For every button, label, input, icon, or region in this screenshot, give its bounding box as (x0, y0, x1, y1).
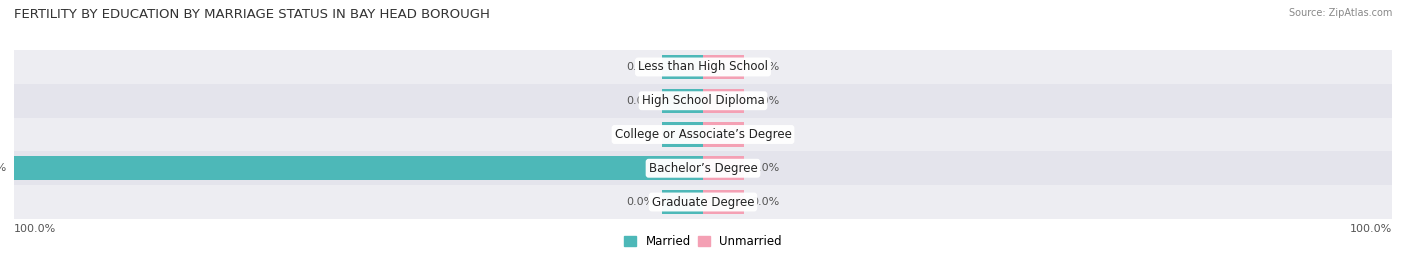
Text: 0.0%: 0.0% (627, 129, 655, 140)
Bar (662, 89, 703, 113)
Bar (14, 185, 1392, 219)
Bar (14, 50, 1392, 84)
Text: 0.0%: 0.0% (751, 163, 779, 173)
Bar (14, 151, 1392, 185)
Text: 0.0%: 0.0% (751, 96, 779, 106)
Legend: Married, Unmarried: Married, Unmarried (620, 230, 786, 253)
Text: 100.0%: 100.0% (0, 163, 7, 173)
Text: High School Diploma: High School Diploma (641, 94, 765, 107)
Text: 0.0%: 0.0% (751, 62, 779, 72)
Bar (703, 190, 744, 214)
Bar (14, 84, 1392, 118)
Text: Bachelor’s Degree: Bachelor’s Degree (648, 162, 758, 175)
Bar (662, 122, 703, 147)
Text: 0.0%: 0.0% (627, 62, 655, 72)
Text: 0.0%: 0.0% (627, 96, 655, 106)
Bar (14, 156, 703, 180)
Text: FERTILITY BY EDUCATION BY MARRIAGE STATUS IN BAY HEAD BOROUGH: FERTILITY BY EDUCATION BY MARRIAGE STATU… (14, 8, 489, 21)
Text: 0.0%: 0.0% (627, 197, 655, 207)
Bar (703, 89, 744, 113)
Bar (703, 156, 744, 180)
Text: College or Associate’s Degree: College or Associate’s Degree (614, 128, 792, 141)
Text: 0.0%: 0.0% (751, 197, 779, 207)
Text: 100.0%: 100.0% (14, 224, 56, 234)
Text: 0.0%: 0.0% (751, 129, 779, 140)
Text: Less than High School: Less than High School (638, 61, 768, 73)
Bar (703, 122, 744, 147)
Text: 100.0%: 100.0% (1350, 224, 1392, 234)
Bar (662, 190, 703, 214)
Bar (703, 55, 744, 79)
Text: Graduate Degree: Graduate Degree (652, 196, 754, 208)
Bar (14, 118, 1392, 151)
Bar (662, 55, 703, 79)
Text: Source: ZipAtlas.com: Source: ZipAtlas.com (1288, 8, 1392, 18)
